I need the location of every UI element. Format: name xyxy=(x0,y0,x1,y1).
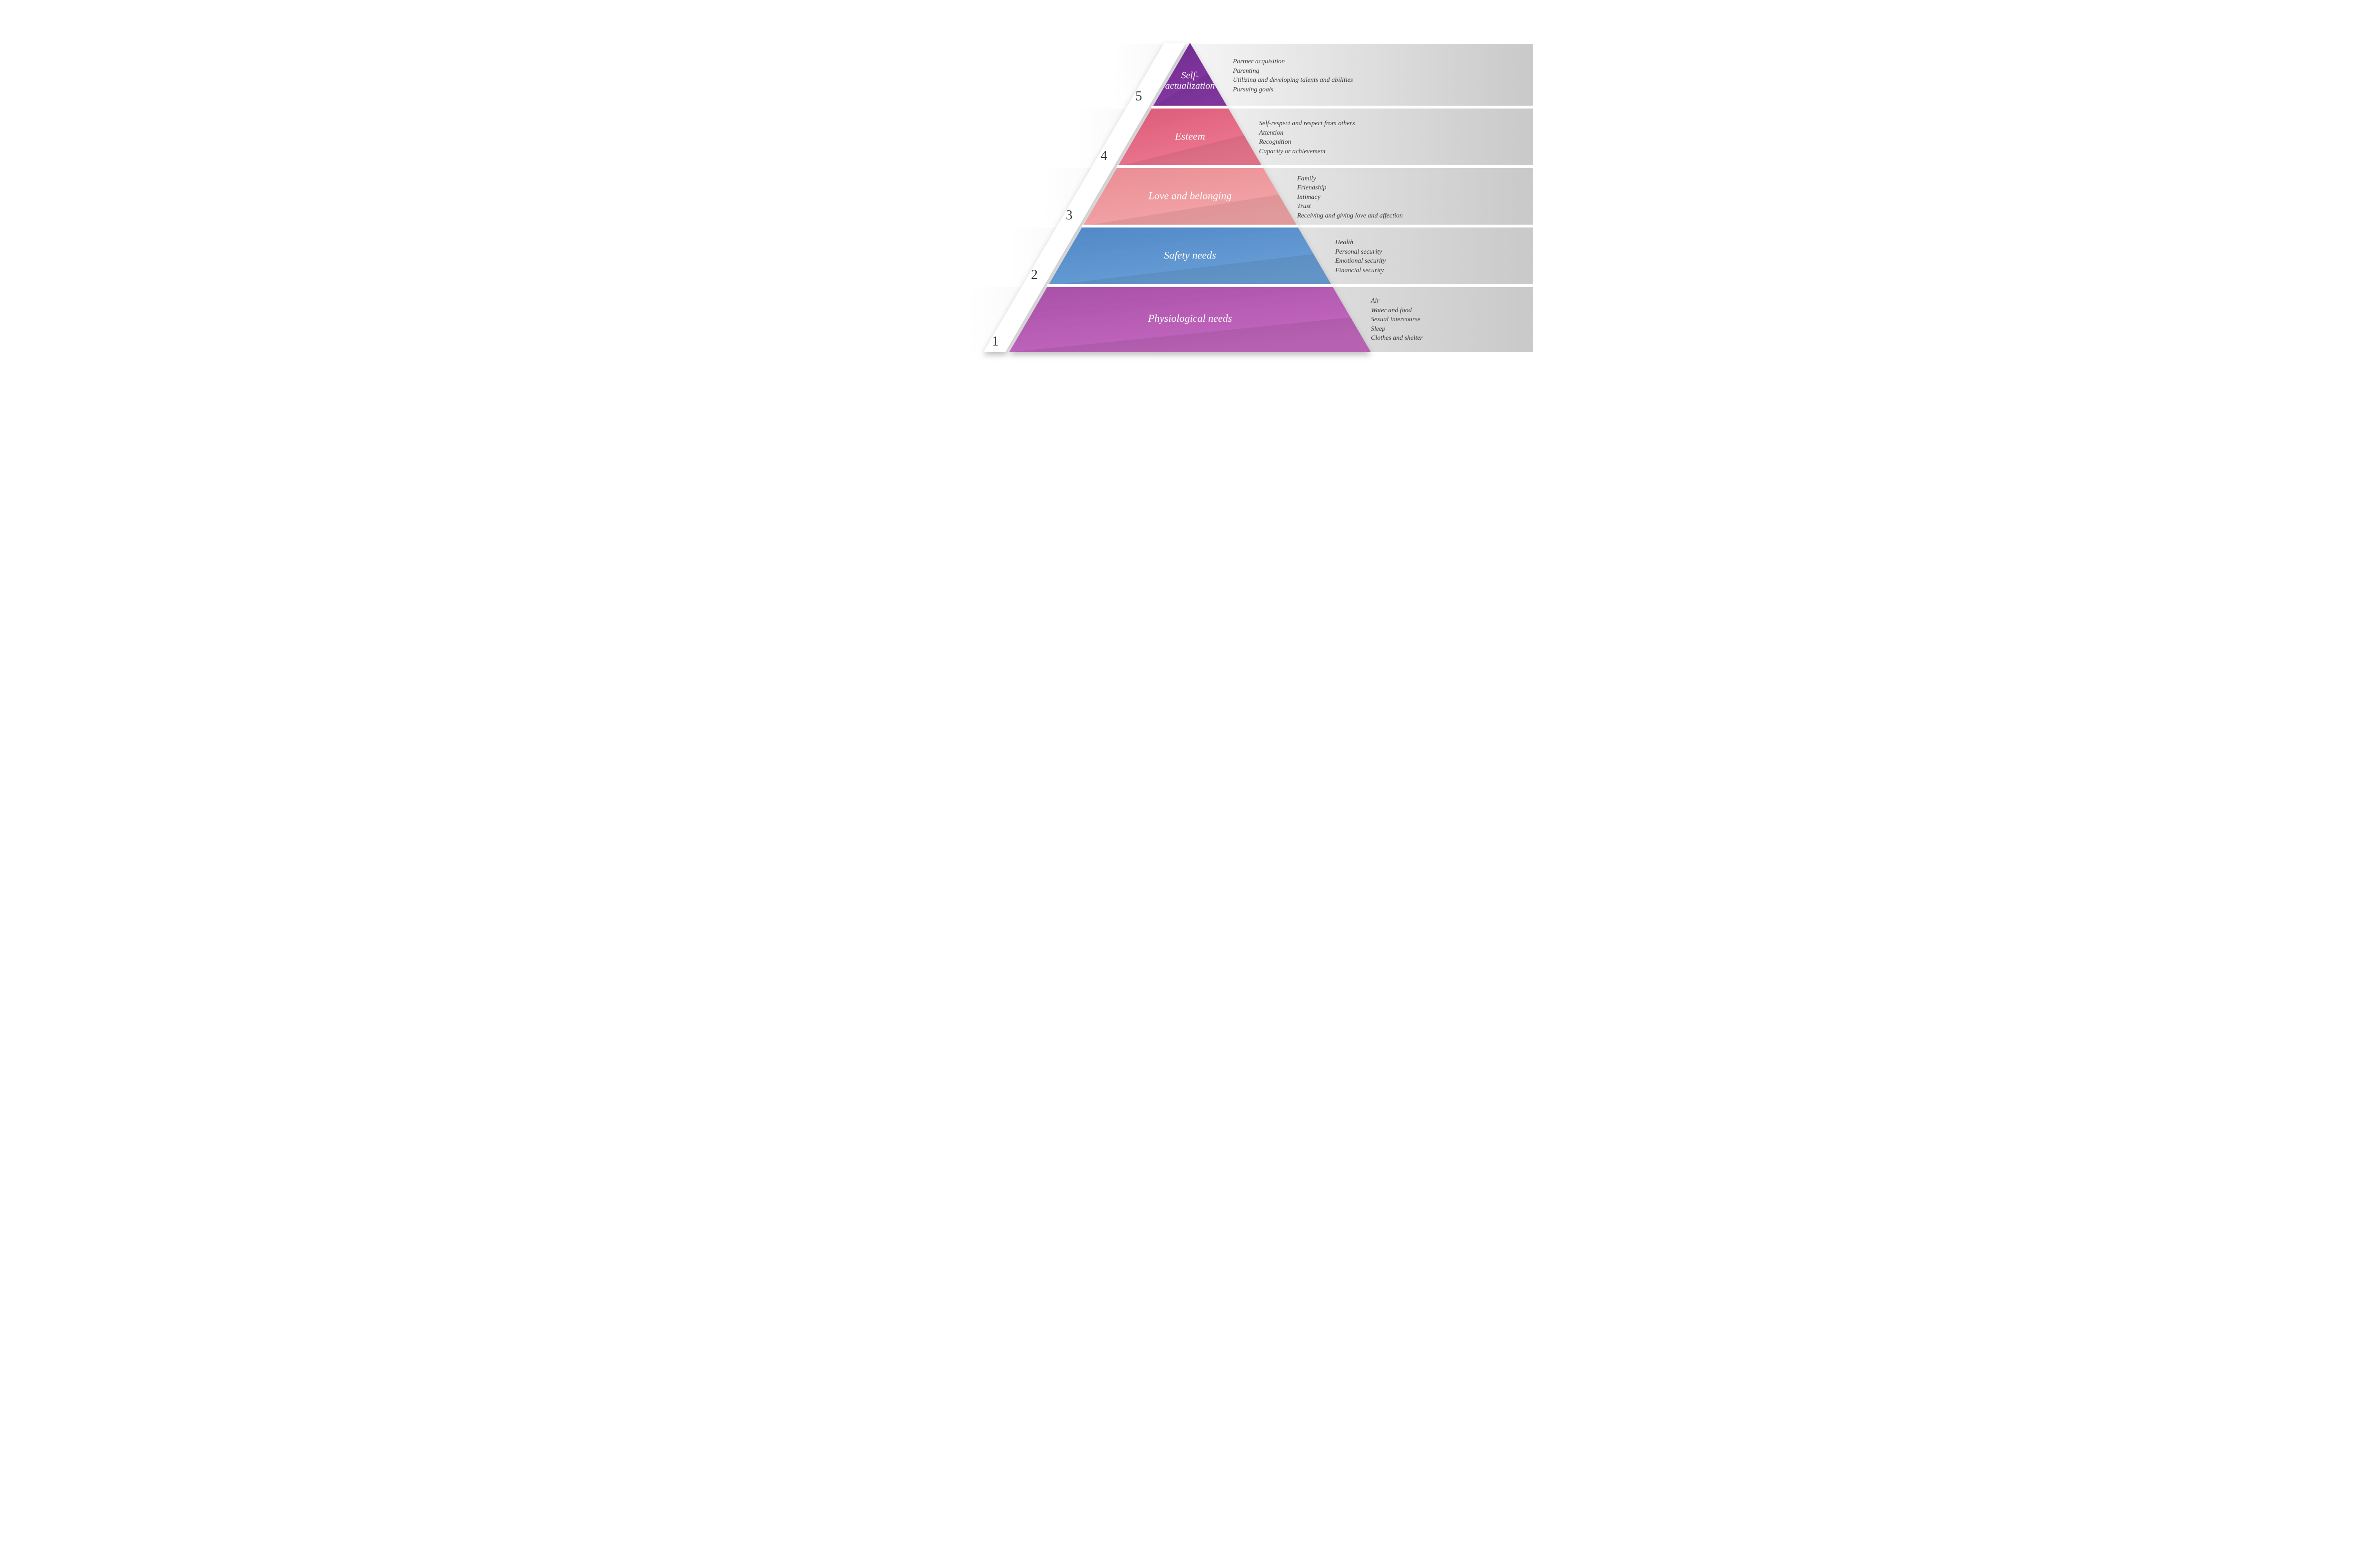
tier-title: Self- xyxy=(1181,70,1199,81)
pyramid-svg: Self-actualization 5 Esteem 4 Love and belon… xyxy=(847,0,1533,386)
tier-description-item: Emotional security xyxy=(1335,257,1386,266)
tier-number: 5 xyxy=(1135,89,1142,104)
tier-description-item: Utilizing and developing talents and abi… xyxy=(1233,76,1353,85)
tier-description-item: Friendship xyxy=(1297,183,1403,193)
tier-number: 2 xyxy=(1031,267,1038,282)
tier-gap xyxy=(1117,165,1263,168)
tier-description-item: Self-respect and respect from others xyxy=(1259,119,1355,128)
tier-description: AirWater and foodSexual intercourseSleep… xyxy=(1371,297,1423,343)
tier-gap xyxy=(1047,284,1333,287)
tier-description-item: Pursuing goals xyxy=(1233,85,1353,95)
tier-description-item: Financial security xyxy=(1335,266,1386,276)
tier-description: Self-respect and respect from othersAtte… xyxy=(1259,119,1355,156)
tier-description-item: Air xyxy=(1371,297,1423,306)
tier-description-item: Sleep xyxy=(1371,325,1423,334)
tier-gap xyxy=(1151,106,1229,109)
tier-description-item: Water and food xyxy=(1371,306,1423,316)
tier-description-item: Partner acquisition xyxy=(1233,57,1353,67)
tier-description-item: Recognition xyxy=(1259,138,1355,147)
tier-description-item: Health xyxy=(1335,238,1386,247)
tier-title: Esteem xyxy=(1174,130,1205,142)
tier-description-item: Personal security xyxy=(1335,247,1386,257)
tier-description-item: Clothes and shelter xyxy=(1371,334,1423,343)
tier-description-item: Sexual intercourse xyxy=(1371,315,1423,325)
tier-title: Safety needs xyxy=(1164,249,1216,261)
tier-title: Love and belonging xyxy=(1148,190,1232,202)
tier-description-item: Trust xyxy=(1297,202,1403,211)
tier-description-item: Family xyxy=(1297,174,1403,184)
tier-description: Partner acquisitionParentingUtilizing an… xyxy=(1233,57,1353,94)
tier-number: 1 xyxy=(992,334,999,349)
tier-description-item: Receiving and giving love and affection xyxy=(1297,211,1403,221)
tier-description-item: Intimacy xyxy=(1297,193,1403,202)
pyramid-infographic: Self-actualization 5 Esteem 4 Love and belon… xyxy=(847,0,1533,386)
tier-title: actualization xyxy=(1165,81,1215,91)
tier-description-item: Parenting xyxy=(1233,67,1353,76)
tier-description-item: Capacity or achievement xyxy=(1259,147,1355,157)
tier-description-item: Attention xyxy=(1259,128,1355,138)
tier-title: Physiological needs xyxy=(1148,312,1232,324)
tier-description: HealthPersonal securityEmotional securit… xyxy=(1335,238,1386,275)
tier-number: 3 xyxy=(1066,208,1072,223)
tier-number: 4 xyxy=(1101,148,1107,163)
tier-description: FamilyFriendshipIntimacyTrustReceiving a… xyxy=(1297,174,1403,221)
tier-gap xyxy=(1082,225,1298,227)
